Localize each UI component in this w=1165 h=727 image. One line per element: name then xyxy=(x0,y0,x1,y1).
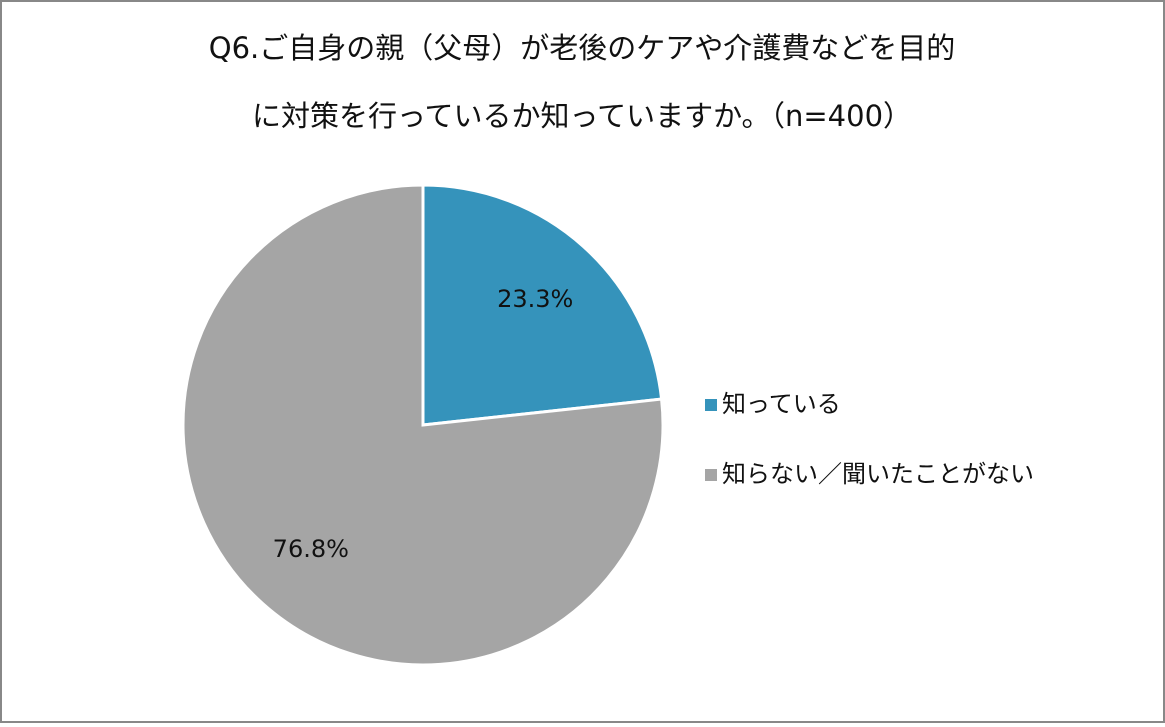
legend-label: 知っている xyxy=(722,390,841,418)
chart-title: に対策を行っているか知っていますか。（n=400） xyxy=(252,99,912,133)
pie-slice xyxy=(421,183,664,427)
legend-label: 知らない／聞いたことがない xyxy=(722,460,1034,488)
data-label: 23.3% xyxy=(497,285,573,313)
data-label: 76.8% xyxy=(273,535,349,563)
chart-title: Q6.ご自身の親（父母）が老後のケアや介護費などを目的 xyxy=(209,31,956,65)
legend-swatch xyxy=(705,399,717,411)
pie-slice xyxy=(181,183,665,667)
legend-swatch xyxy=(705,469,717,481)
